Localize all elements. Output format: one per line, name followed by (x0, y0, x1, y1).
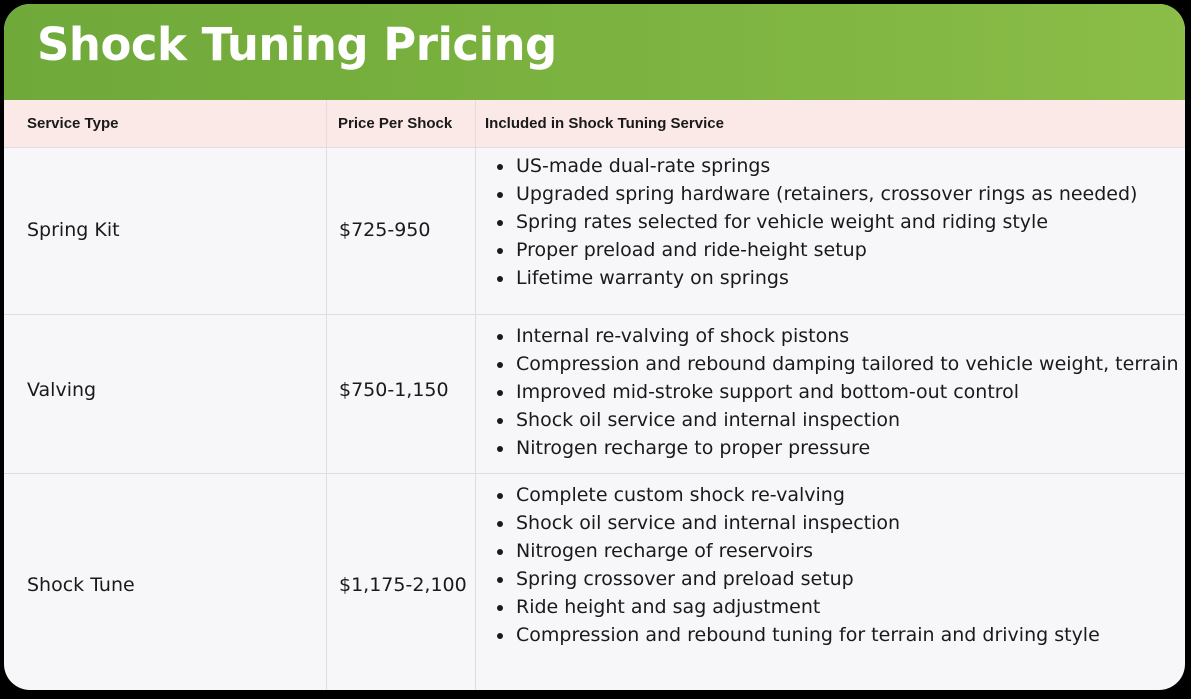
service-type-cell: Shock Tune (27, 574, 135, 596)
list-item: Internal re-valving of shock pistons (495, 322, 1179, 350)
list-item: Spring rates selected for vehicle weight… (495, 208, 1137, 236)
header-included-services: Included in Shock Tuning Service (485, 115, 724, 132)
list-item: Ride height and sag adjustment (495, 593, 1100, 621)
row-divider (4, 314, 1185, 315)
page-title: Shock Tuning Pricing (37, 18, 557, 71)
list-item: Proper preload and ride-height setup (495, 236, 1137, 264)
included-list: Internal re-valving of shock pistons Com… (495, 322, 1179, 462)
column-divider (475, 100, 476, 690)
list-item: Nitrogen recharge to proper pressure (495, 434, 1179, 462)
list-item: Shock oil service and internal inspectio… (495, 406, 1179, 434)
list-item: Upgraded spring hardware (retainers, cro… (495, 180, 1137, 208)
price-cell: $750-1,150 (339, 379, 449, 401)
price-cell: $1,175-2,100 (339, 574, 467, 596)
list-item: Nitrogen recharge of reservoirs (495, 537, 1100, 565)
list-item: Compression and rebound tuning for terra… (495, 621, 1100, 649)
list-item: Complete custom shock re-valving (495, 481, 1100, 509)
row-divider (4, 473, 1185, 474)
title-banner: Shock Tuning Pricing (4, 4, 1185, 100)
list-item: Lifetime warranty on springs (495, 264, 1137, 292)
list-item: Spring crossover and preload setup (495, 565, 1100, 593)
included-list: US-made dual-rate springs Upgraded sprin… (495, 152, 1137, 292)
service-type-cell: Spring Kit (27, 219, 120, 241)
list-item: Compression and rebound damping tailored… (495, 350, 1179, 378)
service-type-cell: Valving (27, 379, 97, 401)
price-cell: $725-950 (339, 219, 431, 241)
included-list: Complete custom shock re-valving Shock o… (495, 481, 1100, 649)
column-divider (326, 100, 327, 690)
table-header-row: Service Type Price Per Shock Included in… (4, 100, 1185, 148)
list-item: Shock oil service and internal inspectio… (495, 509, 1100, 537)
list-item: US-made dual-rate springs (495, 152, 1137, 180)
list-item: Improved mid-stroke support and bottom-o… (495, 378, 1179, 406)
pricing-card: Shock Tuning Pricing Service Type Price … (4, 4, 1185, 690)
header-price-per-shock: Price Per Shock (338, 115, 453, 132)
header-service-type: Service Type (27, 115, 119, 132)
